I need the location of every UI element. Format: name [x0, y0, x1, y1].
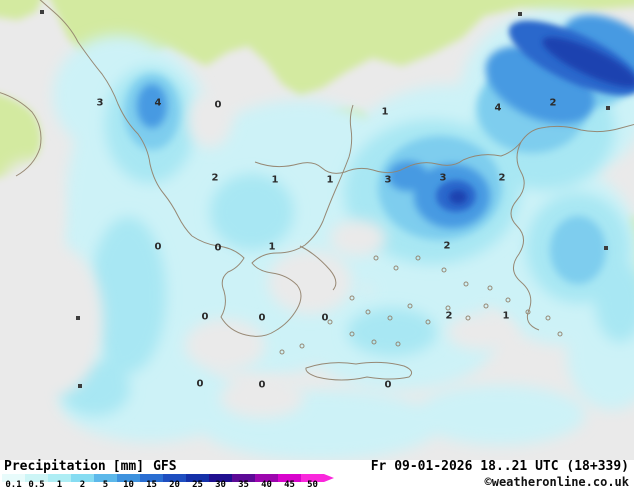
scale-label: 40: [261, 480, 272, 490]
scale-label: 1: [56, 480, 63, 490]
grid-value: 2: [445, 310, 453, 322]
scale-labels: 0.1 0.5 1 2 5 10 15 20 25 30 35 40 45 50: [2, 481, 324, 490]
grid-marker: [518, 12, 522, 16]
legend-parameter: Precipitation: [4, 459, 106, 474]
scale-label: 2: [79, 480, 86, 490]
grid-value: 1: [268, 241, 276, 253]
legend-right: Fr 09-01-2026 18..21 UTC (18+339) ©weath…: [370, 459, 630, 490]
datetime-label: Fr 09-01-2026 18..21 UTC (18+339): [370, 459, 629, 474]
scale-segment: [94, 474, 117, 482]
grid-value: 0: [384, 379, 392, 391]
precip-max-areas: [449, 37, 634, 204]
grid-value: 2: [498, 172, 506, 184]
grid-values-layer: 3 4 0 1 4 2 2 1 1 3 3 2 0 0 1 2 0 0 0 2 1 0 0 0: [40, 10, 610, 391]
grid-marker: [40, 10, 44, 14]
grid-value: 3: [439, 172, 447, 184]
color-scale-arrow: [324, 474, 334, 482]
scale-label: 50: [307, 480, 318, 490]
precipitation-map: 3 4 0 1 4 2 2 1 1 3 3 2 0 0 1 2 0 0 0 2 1 0 0 0: [0, 0, 634, 460]
scale-row: [2, 474, 334, 482]
scale-segment: [140, 474, 163, 482]
grid-value: 4: [494, 102, 502, 114]
grid-marker: [606, 106, 610, 110]
scale-segment: [301, 474, 324, 482]
map-graphic: [0, 0, 634, 460]
grid-value: 3: [96, 97, 104, 109]
grid-value: 0: [258, 312, 266, 324]
coastlines: [0, 0, 634, 381]
copyright-label: ©weatheronline.co.uk: [484, 475, 630, 489]
grid-marker: [604, 246, 608, 250]
grid-value: 0: [321, 312, 329, 324]
grid-value: 0: [154, 241, 162, 253]
scale-segment: [71, 474, 94, 482]
scale-label: 5: [102, 480, 109, 490]
scale-segment: [2, 474, 25, 482]
scale-segment: [255, 474, 278, 482]
scale-segment: [48, 474, 71, 482]
islands: [279, 255, 563, 355]
grid-value: 0: [196, 378, 204, 390]
legend-unit: [mm]: [112, 459, 145, 474]
scale-segment: [209, 474, 232, 482]
grid-marker: [78, 384, 82, 388]
legend-model: GFS: [153, 459, 177, 474]
grid-value: 2: [443, 240, 451, 252]
scale-label: 45: [284, 480, 295, 490]
grid-value: 0: [214, 99, 222, 111]
color-scale: [2, 474, 324, 482]
dry-pockets: [0, 92, 517, 418]
legend-bar: Precipitation [mm] GFS 0.1 0.5 1 2 5 10 15 20 25 30…: [0, 460, 634, 490]
scale-label: 15: [146, 480, 157, 490]
scale-label: 0.5: [28, 480, 45, 490]
grid-value: 2: [211, 172, 219, 184]
legend-title-row: Precipitation [mm] GFS: [4, 460, 177, 474]
scale-label: 35: [238, 480, 249, 490]
scale-segment: [278, 474, 301, 482]
grid-value: 0: [258, 379, 266, 391]
scale-label: 25: [192, 480, 203, 490]
grid-value: 4: [154, 97, 162, 109]
scale-label: 30: [215, 480, 226, 490]
grid-value: 2: [549, 97, 557, 109]
scale-segment: [163, 474, 186, 482]
scale-segment: [25, 474, 48, 482]
scale-label: 20: [169, 480, 180, 490]
scale-label: 10: [123, 480, 134, 490]
grid-marker: [76, 316, 80, 320]
grid-value: 3: [384, 174, 392, 186]
scale-segment: [232, 474, 255, 482]
grid-value: 1: [381, 106, 389, 118]
grid-value: 1: [502, 310, 510, 322]
grid-value: 0: [201, 311, 209, 323]
grid-value: 1: [326, 174, 334, 186]
scale-label: 0.1: [5, 480, 22, 490]
scale-segment: [186, 474, 209, 482]
grid-value: 1: [271, 174, 279, 186]
grid-value: 0: [214, 242, 222, 254]
scale-segment: [117, 474, 140, 482]
